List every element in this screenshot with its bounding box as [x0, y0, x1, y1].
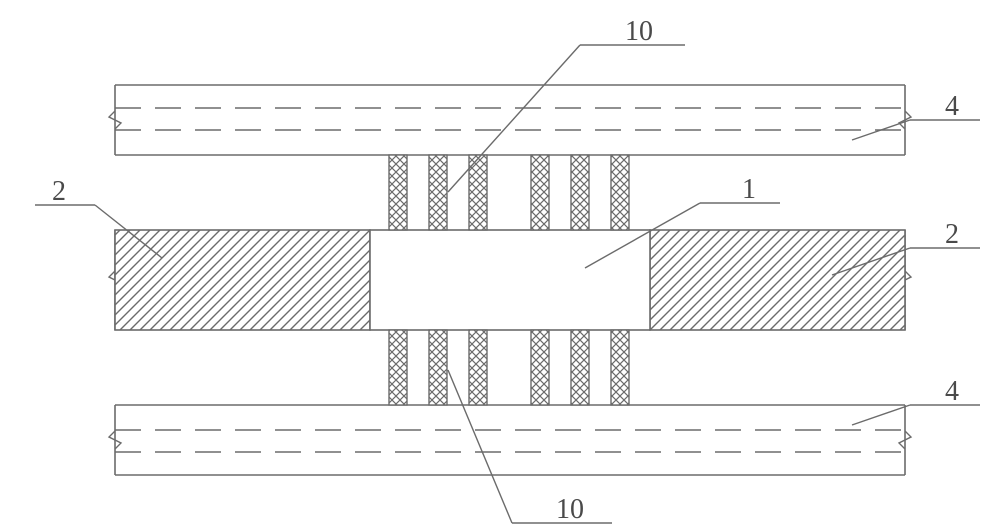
callout-leader	[448, 45, 580, 192]
center-box	[370, 230, 650, 330]
pillar	[531, 330, 549, 405]
pillar	[389, 155, 407, 230]
callout-label: 4	[945, 91, 959, 122]
callout-label: 10	[556, 494, 584, 525]
pillar	[429, 155, 447, 230]
callout-leader	[852, 405, 910, 425]
pillar	[611, 155, 629, 230]
pillar	[531, 155, 549, 230]
pillar	[611, 330, 629, 405]
pillar	[571, 330, 589, 405]
callout-label: 10	[625, 16, 653, 47]
pillar	[571, 155, 589, 230]
pillar	[469, 330, 487, 405]
pillar	[429, 330, 447, 405]
slab-hatched	[115, 230, 370, 330]
callout-label: 2	[945, 219, 959, 250]
slab-hatched	[650, 230, 905, 330]
callout-label: 1	[742, 174, 756, 205]
callout-label: 2	[52, 176, 66, 207]
pillar	[389, 330, 407, 405]
callout-label: 4	[945, 376, 959, 407]
